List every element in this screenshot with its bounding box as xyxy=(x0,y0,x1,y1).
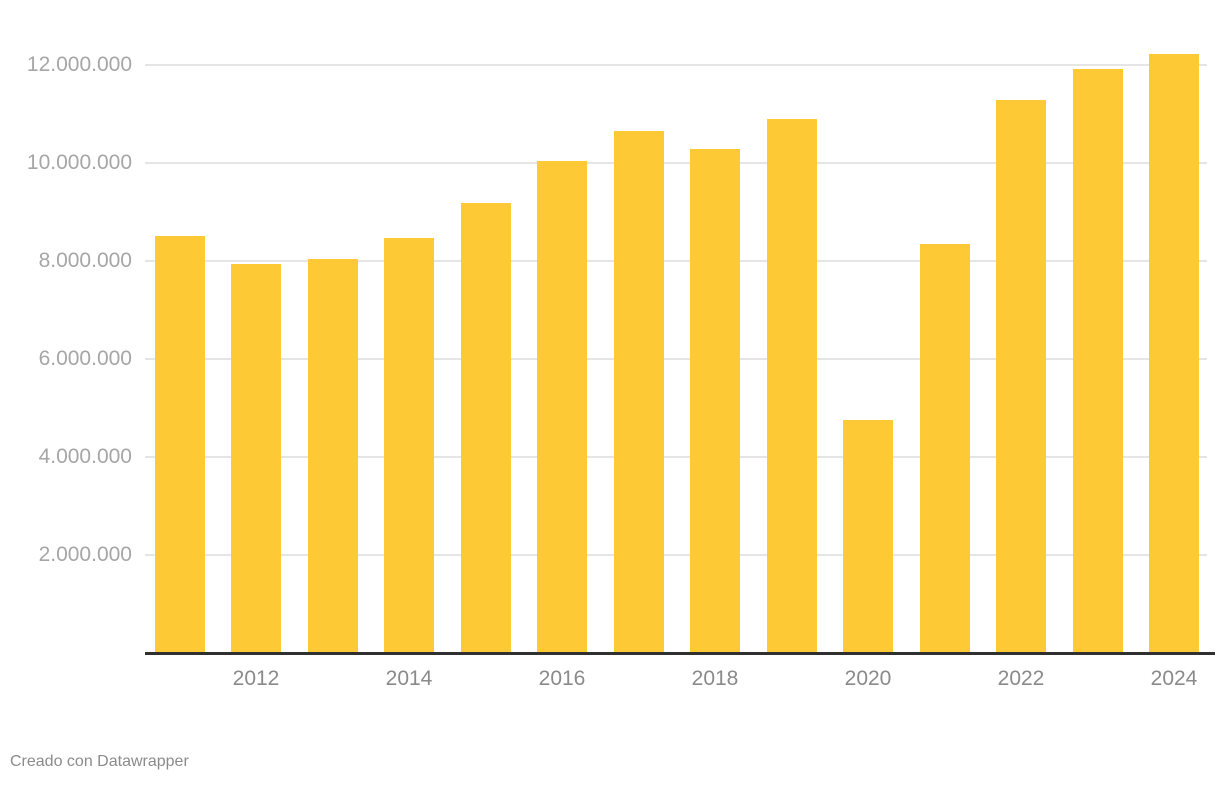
bar-2013 xyxy=(308,259,358,653)
bar-2021 xyxy=(920,244,970,653)
bar-2024 xyxy=(1149,54,1199,653)
gridline-2000000 xyxy=(145,554,1207,556)
x-tick-label-2020: 2020 xyxy=(844,667,892,690)
x-axis-line xyxy=(145,652,1215,655)
x-tick-label-2016: 2016 xyxy=(538,667,586,690)
x-tick-label-2018: 2018 xyxy=(691,667,739,690)
bar-2020 xyxy=(843,420,893,653)
x-tick-label-2014: 2014 xyxy=(385,667,433,690)
gridline-4000000 xyxy=(145,456,1207,458)
y-tick-label-10000000: 10.000.000 xyxy=(26,151,132,174)
bar-2023 xyxy=(1073,69,1123,653)
gridline-10000000 xyxy=(145,162,1207,164)
x-tick-label-2012: 2012 xyxy=(232,667,280,690)
bar-2011 xyxy=(155,236,205,653)
datawrapper-attribution-link[interactable]: Creado con Datawrapper xyxy=(10,753,189,770)
gridline-12000000 xyxy=(145,64,1207,66)
y-tick-label-6000000: 6.000.000 xyxy=(38,347,132,370)
gridline-6000000 xyxy=(145,358,1207,360)
y-tick-label-4000000: 4.000.000 xyxy=(38,445,132,468)
bar-2015 xyxy=(461,203,511,653)
bar-2014 xyxy=(384,238,434,653)
y-tick-label-12000000: 12.000.000 xyxy=(26,53,132,76)
bar-2017 xyxy=(614,131,664,653)
x-tick-label-2024: 2024 xyxy=(1150,667,1198,690)
y-tick-label-2000000: 2.000.000 xyxy=(38,543,132,566)
bar-2016 xyxy=(537,161,587,653)
bar-2022 xyxy=(996,100,1046,653)
gridline-8000000 xyxy=(145,260,1207,262)
y-tick-label-8000000: 8.000.000 xyxy=(38,249,132,272)
bar-2018 xyxy=(690,149,740,653)
x-tick-label-2022: 2022 xyxy=(997,667,1045,690)
bar-2012 xyxy=(231,264,281,653)
bar-2019 xyxy=(767,119,817,653)
